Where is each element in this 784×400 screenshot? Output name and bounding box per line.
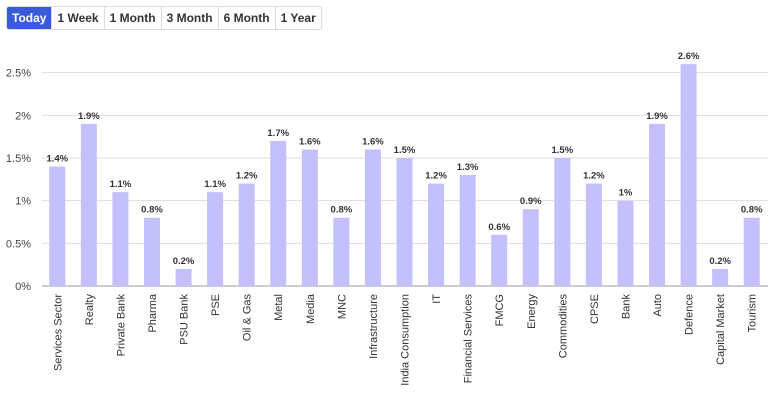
data-label: 1.1% (204, 179, 226, 190)
data-label: 2.6% (678, 51, 700, 62)
bar[interactable] (238, 183, 255, 286)
bar[interactable] (175, 268, 192, 286)
data-label: 1.9% (646, 111, 668, 122)
bar[interactable] (712, 268, 729, 286)
x-tick-label: PSE (210, 294, 222, 316)
data-label: 1.5% (394, 145, 416, 156)
x-tick-label: Metal (273, 294, 285, 321)
tab-3-month[interactable]: 3 Month (162, 7, 219, 29)
bar[interactable] (554, 158, 571, 286)
data-label: 1.7% (267, 128, 289, 139)
x-tick-label: Commodities (557, 294, 569, 359)
bar[interactable] (585, 183, 602, 286)
bar[interactable] (649, 123, 666, 286)
data-label: 0.2% (173, 256, 195, 267)
data-label: 1.2% (425, 171, 447, 182)
bar[interactable] (617, 200, 634, 286)
tab-1-month[interactable]: 1 Month (105, 7, 162, 29)
bar[interactable] (333, 217, 350, 286)
data-label: 0.9% (520, 196, 542, 207)
data-label: 1.2% (236, 171, 258, 182)
x-tick-label: Capital Market (715, 294, 727, 365)
y-tick-label: 2% (15, 110, 31, 122)
data-label: 1.3% (457, 162, 479, 173)
x-tick-label: Bank (620, 294, 632, 320)
x-tick-label: Tourism (747, 294, 759, 333)
data-label: 1.1% (110, 179, 132, 190)
bar[interactable] (680, 64, 697, 286)
x-tick-label: Infrastructure (368, 294, 380, 359)
bar[interactable] (396, 158, 413, 286)
data-label: 1% (619, 188, 633, 199)
data-label: 1.2% (583, 171, 605, 182)
data-label: 0.8% (331, 205, 353, 216)
data-label: 1.4% (46, 154, 68, 165)
y-tick-label: 0.5% (6, 238, 31, 250)
bar[interactable] (364, 149, 381, 286)
bar[interactable] (301, 149, 318, 286)
bar[interactable] (143, 217, 160, 286)
x-tick-label: MNC (336, 294, 348, 319)
data-label: 0.2% (709, 256, 731, 267)
bar[interactable] (207, 192, 224, 286)
x-tick-label: Energy (526, 294, 538, 329)
x-tick-label: FMCG (494, 294, 506, 326)
tab-1-week[interactable]: 1 Week (52, 7, 105, 29)
y-tick-label: 2.5% (6, 68, 31, 80)
bar[interactable] (80, 123, 97, 286)
y-tick-label: 1.5% (6, 153, 31, 165)
time-range-tabs: Today 1 Week 1 Month 3 Month 6 Month 1 Y… (6, 6, 322, 30)
tab-1-year[interactable]: 1 Year (280, 11, 316, 25)
data-label: 1.6% (362, 136, 384, 147)
x-tick-label: Oil & Gas (242, 294, 254, 342)
data-label: 0.8% (141, 205, 163, 216)
data-label: 0.8% (741, 205, 763, 216)
y-tick-label: 0% (15, 281, 31, 293)
bar[interactable] (112, 192, 129, 286)
x-tick-label: Media (305, 293, 317, 324)
x-tick-label: Realty (84, 294, 96, 326)
y-tick-label: 1% (15, 196, 31, 208)
bar[interactable] (491, 234, 508, 286)
tab-today[interactable]: Today (7, 7, 53, 29)
x-tick-label: Private Bank (115, 294, 127, 357)
x-tick-label: CPSE (589, 294, 601, 324)
bar[interactable] (49, 166, 66, 286)
x-tick-label: Services Sector (52, 294, 64, 371)
bar[interactable] (459, 175, 476, 286)
x-tick-label: Pharma (147, 293, 159, 332)
x-tick-label: IT (431, 294, 443, 304)
x-tick-label: Financial Services (463, 294, 475, 384)
data-label: 1.6% (299, 136, 321, 147)
bar[interactable] (743, 217, 760, 286)
data-label: 1.9% (78, 111, 100, 122)
data-label: 0.6% (488, 222, 510, 233)
x-tick-label: India Consumption (400, 294, 412, 386)
x-tick-label: PSU Bank (179, 294, 191, 345)
tab-6-month[interactable]: 6 Month (219, 7, 276, 29)
bar[interactable] (428, 183, 445, 286)
data-label: 1.5% (551, 145, 573, 156)
bar[interactable] (270, 140, 287, 286)
x-tick-label: Defence (684, 294, 696, 335)
bar[interactable] (522, 209, 539, 286)
x-tick-label: Auto (652, 294, 664, 317)
